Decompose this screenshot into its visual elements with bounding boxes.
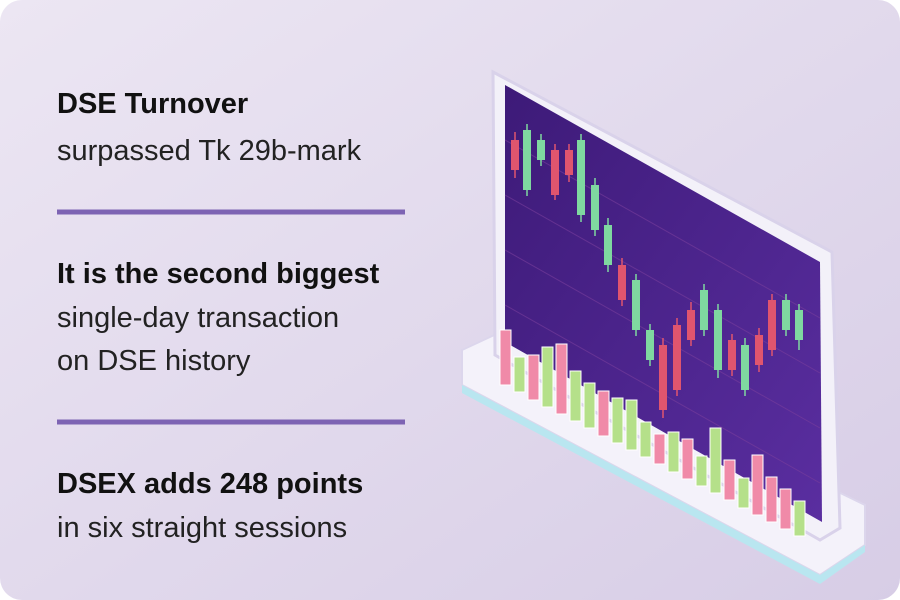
heading: DSE Turnover xyxy=(57,88,248,120)
body-line: surpassed Tk 29b-mark xyxy=(57,135,362,167)
body-line: on DSE history xyxy=(57,345,251,377)
heading: DSEX adds 248 points xyxy=(57,468,363,500)
heading: It is the second biggest xyxy=(57,258,380,290)
text-block: DSE Turnover surpassed Tk 29b-mark It is… xyxy=(57,88,405,544)
illustration xyxy=(461,69,866,584)
candles xyxy=(511,124,803,418)
body-line: in six straight sessions xyxy=(57,512,347,544)
volume-bars xyxy=(499,329,806,537)
body-line: single-day transaction xyxy=(57,302,339,334)
